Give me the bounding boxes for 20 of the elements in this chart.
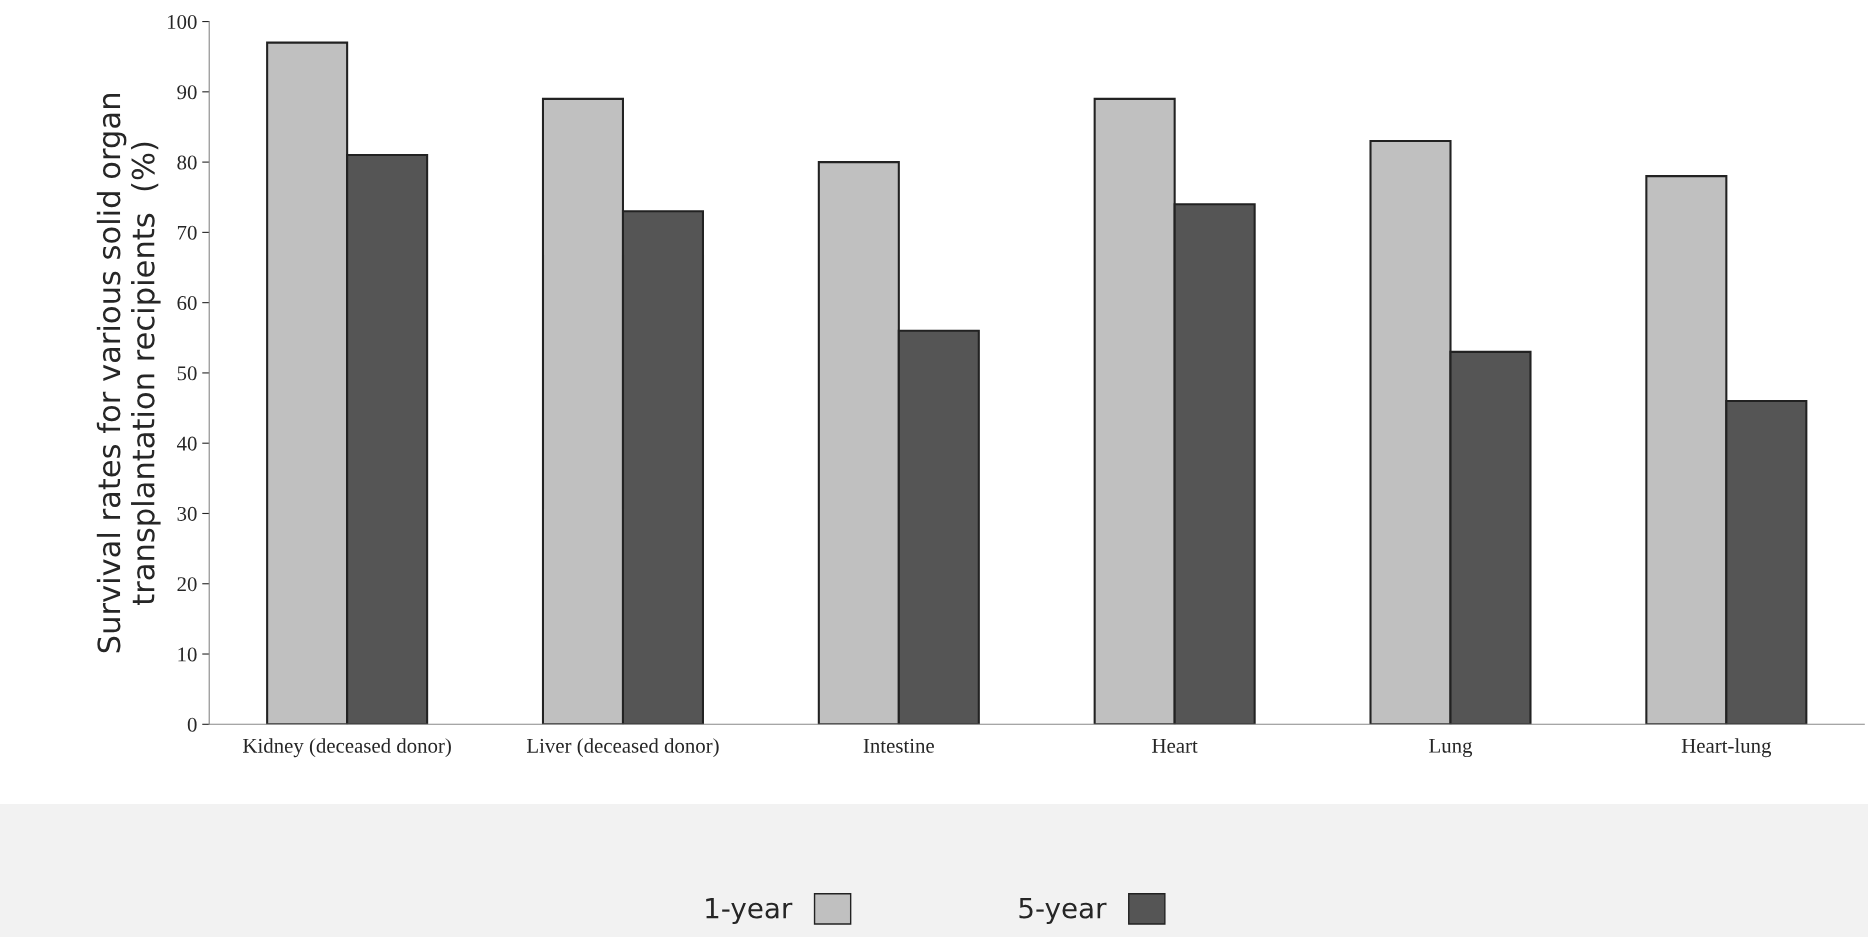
legend-label: 1-year bbox=[706, 897, 793, 924]
x-tick-label: Heart bbox=[1152, 739, 1198, 753]
x-tick-label: Kidney (deceased donor) bbox=[243, 738, 451, 758]
y-tick-label: 100 bbox=[167, 14, 197, 29]
legend-label: 5-year bbox=[1019, 897, 1107, 924]
x-tick-label: Intestine bbox=[863, 738, 934, 753]
y-tick-label: 10 bbox=[178, 647, 197, 662]
y-tick-label: 40 bbox=[176, 436, 197, 451]
y-tick-label: 20 bbox=[177, 577, 197, 592]
y-tick-label: 50 bbox=[177, 366, 197, 381]
x-tick-label: Heart-lung bbox=[1681, 738, 1772, 758]
y-tick-label: 80 bbox=[177, 155, 197, 170]
y-tick-label: 70 bbox=[177, 225, 197, 240]
y-tick-label: 0 bbox=[187, 717, 197, 732]
y-tick-label: 30 bbox=[177, 506, 197, 521]
x-tick-label: Lung bbox=[1429, 738, 1473, 758]
y-axis-title: Survival rates for various solid organ transplantation recipients (%) bbox=[96, 94, 161, 653]
y-tick-label: 90 bbox=[177, 85, 197, 100]
y-tick-label: 60 bbox=[177, 296, 197, 311]
x-tick-label: Liver (deceased donor) bbox=[526, 738, 719, 758]
